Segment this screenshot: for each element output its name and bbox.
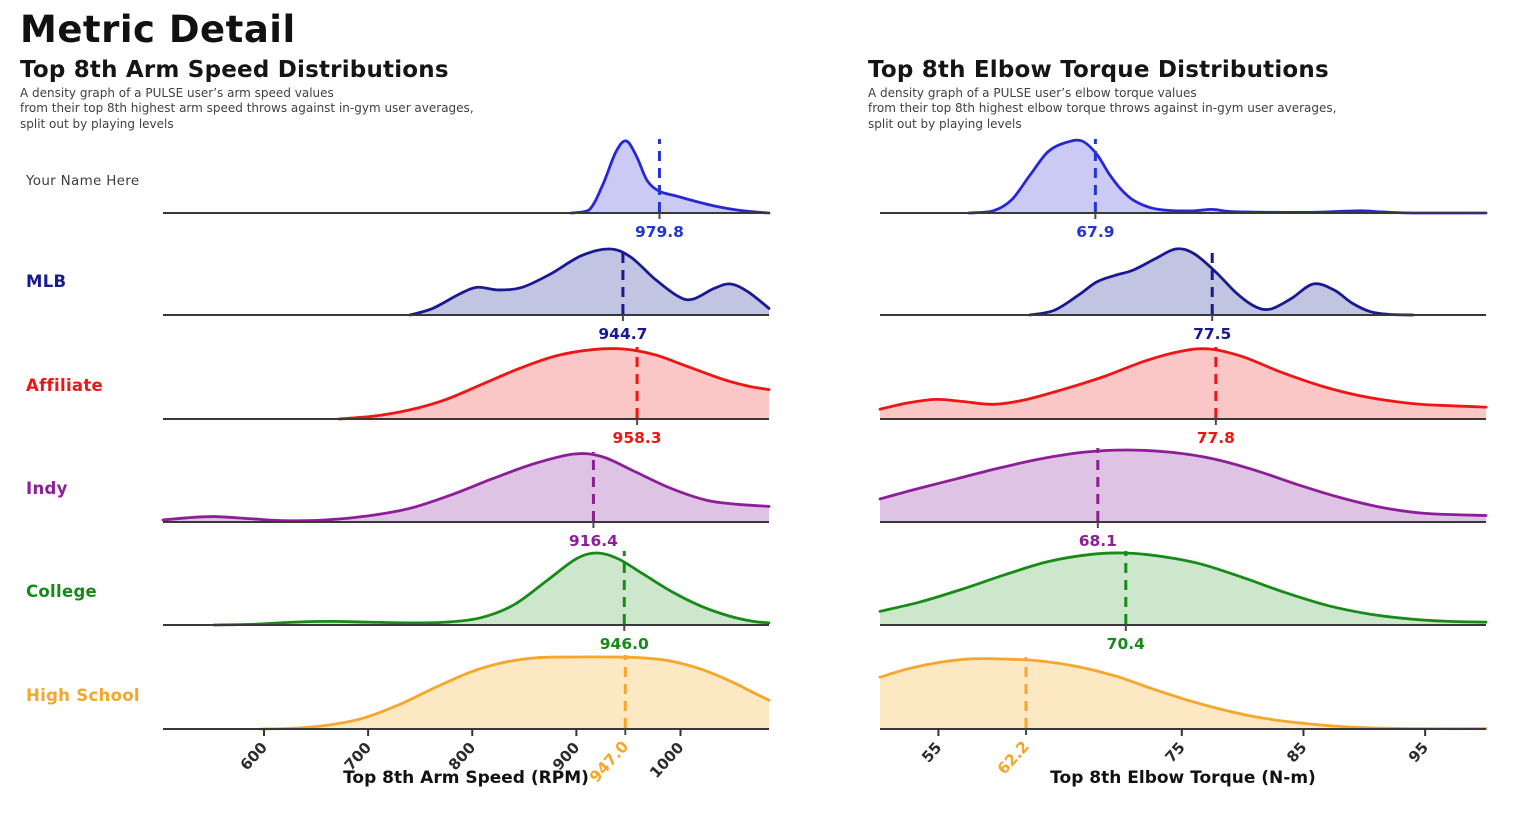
mean-label-arm-speed-college: 946.0: [600, 635, 649, 653]
subtitle-line: A density graph of a PULSE user’s elbow …: [868, 86, 1197, 100]
density-fill-elbow-torque-mlb: [1029, 248, 1413, 315]
density-curve-elbow-torque-college: [878, 551, 1488, 624]
density-curve-elbow-torque-affiliate: [878, 347, 1488, 411]
density-fill-elbow-torque-your-name-here: [968, 140, 1486, 213]
mean-label-elbow-torque-college: 70.4: [1107, 635, 1145, 653]
subtitle-line: from their top 8th highest elbow torque …: [868, 101, 1337, 116]
row-label-indy: Indy: [26, 479, 68, 498]
subtitle-line: split out by playing levels: [20, 116, 174, 131]
row-label-your-name-here: Your Name Here: [25, 173, 139, 189]
mean-label-elbow-torque-your-name-here: 67.9: [1076, 223, 1114, 241]
mean-label-arm-speed-affiliate: 958.3: [613, 429, 662, 447]
density-curve-arm-speed-your-name-here: [569, 139, 771, 215]
row-label-affiliate: Affiliate: [26, 376, 103, 395]
density-fill-arm-speed-your-name-here: [571, 140, 769, 213]
density-fill-elbow-torque-affiliate: [880, 348, 1486, 419]
page-title: Metric Detail: [20, 8, 296, 51]
density-fill-arm-speed-mlb: [409, 248, 769, 315]
row-label-college: College: [26, 582, 97, 601]
mean-label-elbow-torque-affiliate: 77.8: [1197, 429, 1235, 447]
density-fill-elbow-torque-college: [880, 552, 1486, 625]
density-curve-elbow-torque-your-name-here: [967, 138, 1488, 215]
x-tick-label-elbow-torque-75: 75: [1161, 739, 1188, 767]
x-tick-label-elbow-torque-55: 55: [918, 739, 945, 767]
x-tick-label-elbow-torque-95: 95: [1405, 739, 1432, 767]
density-fill-elbow-torque-high-school: [880, 658, 1486, 729]
arm-speed-panel-subtitle: A density graph of a PULSE user’s arm sp…: [20, 86, 474, 132]
density-fill-arm-speed-college: [214, 553, 769, 625]
elbow-torque-axis-title: Top 8th Elbow Torque (N-m): [1050, 768, 1316, 788]
density-fill-elbow-torque-indy: [880, 450, 1486, 522]
row-label-high-school: High School: [26, 686, 140, 705]
subtitle-line: A density graph of a PULSE user’s arm sp…: [20, 86, 334, 100]
arm-speed-axis-title: Top 8th Arm Speed (RPM): [343, 768, 589, 788]
density-fill-arm-speed-high-school: [260, 656, 769, 729]
density-curve-elbow-torque-mlb: [1028, 247, 1415, 317]
density-curve-arm-speed-indy: [161, 452, 771, 523]
density-curve-arm-speed-high-school: [259, 655, 771, 731]
density-curve-arm-speed-affiliate: [337, 347, 771, 421]
elbow-torque-panel-subtitle: A density graph of a PULSE user’s elbow …: [868, 86, 1336, 132]
density-curve-arm-speed-college: [212, 551, 771, 627]
elbow-torque-panel-header: Top 8th Elbow Torque Distributions A den…: [868, 57, 1336, 132]
subtitle-line: split out by playing levels: [868, 116, 1022, 131]
mean-label-arm-speed-indy: 916.4: [569, 532, 618, 550]
density-curve-elbow-torque-indy: [878, 448, 1488, 517]
density-curve-arm-speed-mlb: [408, 247, 771, 317]
row-label-mlb: MLB: [26, 272, 66, 291]
mean-label-arm-speed-mlb: 944.7: [598, 325, 647, 343]
x-tick-label-elbow-torque-85: 85: [1283, 739, 1310, 767]
density-fill-arm-speed-affiliate: [338, 348, 769, 419]
arm-speed-panel-title: Top 8th Arm Speed Distributions: [20, 57, 449, 83]
mean-label-elbow-torque-indy: 68.1: [1079, 532, 1117, 550]
mean-label-arm-speed-your-name-here: 979.8: [635, 223, 684, 241]
elbow-torque-panel-title: Top 8th Elbow Torque Distributions: [868, 57, 1329, 83]
density-curve-elbow-torque-high-school: [878, 657, 1488, 731]
arm-speed-panel-header: Top 8th Arm Speed Distributions A densit…: [20, 57, 474, 132]
mean-label-elbow-torque-mlb: 77.5: [1193, 325, 1231, 343]
density-fill-arm-speed-indy: [163, 453, 769, 522]
subtitle-line: from their top 8th highest arm speed thr…: [20, 101, 474, 116]
